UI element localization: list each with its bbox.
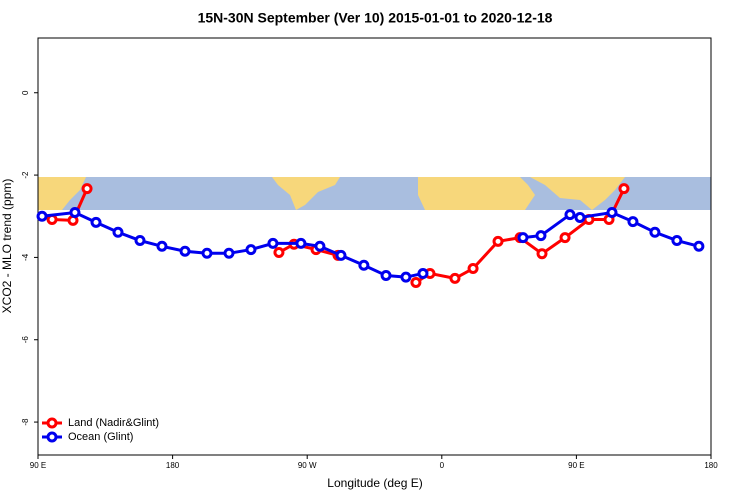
data-point (606, 207, 618, 219)
data-point (693, 240, 705, 252)
data-point (517, 232, 529, 244)
y-tick-label: 0 (21, 90, 30, 95)
legend-marker (46, 417, 58, 429)
y-tick-label: -8 (21, 418, 30, 426)
map-strip (38, 177, 711, 210)
data-point (134, 235, 146, 247)
data-point (574, 211, 586, 223)
data-point (535, 230, 547, 242)
x-tick-label: 90 W (298, 461, 317, 470)
data-point (156, 240, 168, 252)
data-point (69, 207, 81, 219)
x-tick-label: 180 (166, 461, 180, 470)
data-point (112, 226, 124, 238)
data-point (564, 209, 576, 221)
data-point (267, 237, 279, 249)
chart-title: 15N-30N September (Ver 10) 2015-01-01 to… (198, 10, 553, 26)
data-point (380, 270, 392, 282)
legend-marker (46, 431, 58, 443)
legend-label: Ocean (Glint) (68, 431, 133, 443)
legend-label: Land (Nadir&Glint) (68, 417, 159, 429)
data-point (417, 267, 429, 279)
data-point (449, 272, 461, 284)
x-tick-label: 0 (440, 461, 445, 470)
data-point (536, 248, 548, 260)
data-point (245, 244, 257, 256)
x-axis-label: Longitude (deg E) (327, 476, 422, 490)
data-point (90, 216, 102, 228)
x-tick-label: 90 E (30, 461, 46, 470)
y-tick-label: -4 (21, 253, 30, 261)
data-point (295, 237, 307, 249)
data-point (410, 277, 422, 289)
data-point (273, 246, 285, 258)
data-point (559, 232, 571, 244)
data-point (314, 240, 326, 252)
data-point (467, 263, 479, 275)
data-point (618, 183, 630, 195)
y-tick-label: -6 (21, 336, 30, 344)
data-point (335, 249, 347, 261)
y-axis-label: XCO2 - MLO trend (ppm) (0, 179, 14, 314)
y-tick-label: -2 (21, 171, 30, 179)
data-point (627, 216, 639, 228)
data-point (36, 210, 48, 222)
data-point (223, 247, 235, 259)
data-point (492, 235, 504, 247)
data-point (81, 183, 93, 195)
data-point (649, 226, 661, 238)
data-point (201, 247, 213, 259)
data-point (400, 271, 412, 283)
data-point (671, 235, 683, 247)
data-point (358, 259, 370, 271)
plot-frame (37, 37, 712, 456)
data-point (179, 245, 191, 257)
x-tick-label: 90 E (568, 461, 584, 470)
x-tick-label: 180 (704, 461, 718, 470)
